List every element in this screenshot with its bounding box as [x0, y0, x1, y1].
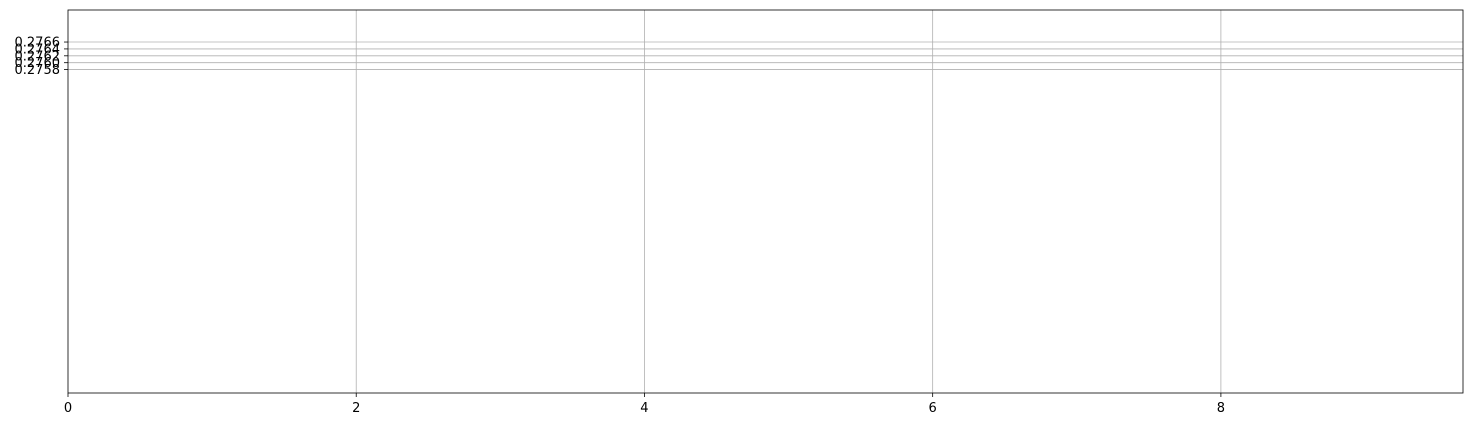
y-tick-label: 0.2760 [15, 56, 61, 71]
x-tick-label: 4 [640, 401, 648, 416]
axes-frame [67, 9, 1464, 394]
y-tick-label: 0.2758 [15, 63, 61, 78]
x-tick-label: 2 [352, 401, 360, 416]
y-tick-label: 0.2762 [15, 49, 61, 64]
x-tick-label: 0 [64, 401, 72, 416]
x-tick-label: 8 [1217, 401, 1225, 416]
y-tick-label: 0.2766 [15, 36, 61, 51]
x-tick-label: 6 [929, 401, 937, 416]
y-tick-label: 0.2764 [15, 42, 61, 57]
grid-lines [68, 10, 1463, 393]
